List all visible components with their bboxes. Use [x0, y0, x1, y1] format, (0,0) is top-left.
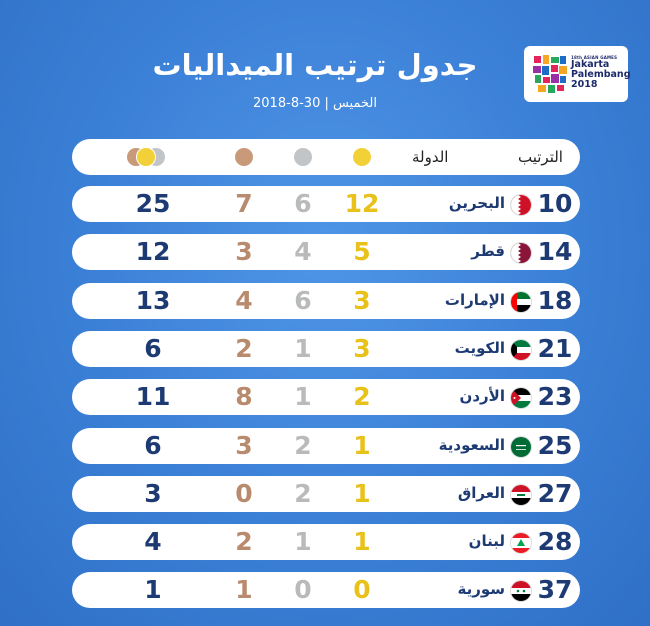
gold-count: 3: [353, 333, 371, 363]
gold-count: 3: [353, 285, 371, 315]
gold-count: 1: [353, 430, 371, 460]
bronze-medal-icon: [235, 148, 253, 166]
qatar-flag-icon: [510, 242, 532, 265]
gold-count: 1: [353, 527, 371, 557]
gold-count: 12: [344, 189, 380, 218]
country-name: قطر: [471, 242, 505, 261]
table-row: 23 الأردن 2 1 8 11: [72, 379, 580, 416]
rank-value: 25: [537, 430, 573, 460]
country-name: السعودية: [438, 435, 505, 454]
silver-count: 1: [294, 382, 312, 412]
rank-value: 27: [537, 478, 573, 508]
table-row: 37 سورية 0 0 1 1: [72, 572, 580, 609]
logo-line-2: Palembang: [571, 69, 631, 80]
country-name: الكويت: [454, 338, 505, 357]
kuwait-flag-icon: [510, 338, 532, 361]
bronze-count: 8: [235, 382, 253, 412]
silver-count: 1: [294, 527, 312, 557]
table-row: 21 الكويت 3 1 2 6: [72, 330, 580, 367]
logo-text: 18th ASIAN GAMES Jakarta Palembang 2018: [571, 55, 631, 90]
silver-count: 6: [294, 189, 312, 218]
bronze-count: 0: [235, 478, 253, 508]
rank-value: 37: [537, 575, 573, 605]
syria-flag-icon: [510, 580, 532, 603]
logo-line-1: Jakarta: [571, 59, 610, 70]
silver-medal-icon: [294, 148, 312, 166]
total-medals-icon: [127, 148, 177, 166]
total-count: 1: [144, 575, 162, 605]
asian-games-logo: 18th ASIAN GAMES Jakarta Palembang 2018: [524, 46, 631, 102]
bronze-count: 7: [235, 189, 253, 218]
country-name: الإمارات: [444, 290, 505, 309]
total-count: 12: [135, 237, 171, 267]
total-count: 11: [135, 382, 171, 412]
table-row: 10 البحرين 12 6 7 25: [72, 186, 580, 222]
bahrain-flag-icon: [510, 194, 532, 216]
rank-value: 21: [537, 333, 573, 363]
asian-games-emblem-icon: [533, 55, 567, 93]
silver-count: 2: [294, 478, 312, 508]
country-name: الأردن: [459, 387, 505, 406]
uae-flag-icon: [510, 290, 532, 313]
bronze-count: 2: [235, 527, 253, 557]
silver-count: 0: [294, 575, 312, 605]
total-count: 25: [135, 189, 171, 218]
total-count: 6: [144, 430, 162, 460]
gold-count: 2: [353, 382, 371, 412]
bronze-count: 1: [235, 575, 253, 605]
rank-column-header: الترتيب: [518, 148, 563, 166]
bronze-count: 3: [235, 237, 253, 267]
country-name: لبنان: [468, 532, 505, 551]
gold-count: 1: [353, 478, 371, 508]
jordan-flag-icon: [510, 387, 532, 410]
saudi-flag-icon: [510, 435, 532, 458]
country-name: البحرين: [448, 194, 505, 212]
silver-count: 4: [294, 237, 312, 267]
bronze-count: 2: [235, 333, 253, 363]
bronze-count: 4: [235, 285, 253, 315]
table-row: 27 العراق 1 2 0 3: [72, 475, 580, 512]
table-row: 18 الإمارات 3 6 4 13: [72, 282, 580, 319]
logo-edition: 18th ASIAN GAMES: [571, 55, 618, 60]
page-subtitle: الخميس | 30-8-2018: [253, 96, 377, 111]
gold-count: 5: [353, 237, 371, 267]
table-header: الترتيب الدولة: [72, 139, 580, 175]
lebanon-flag-icon: [510, 532, 532, 555]
gold-count: 0: [353, 575, 371, 605]
total-count: 13: [135, 285, 171, 315]
table-row: 14 قطر 5 4 3 12: [72, 234, 580, 271]
country-name: سورية: [457, 580, 505, 599]
total-count: 6: [144, 333, 162, 363]
silver-count: 1: [294, 333, 312, 363]
table-row: 28 لبنان 1 1 2 4: [72, 524, 580, 561]
country-column-header: الدولة: [412, 148, 449, 166]
rank-value: 28: [537, 527, 573, 557]
bronze-count: 3: [235, 430, 253, 460]
iraq-flag-icon: [510, 483, 532, 506]
rank-value: 10: [537, 189, 573, 218]
rank-value: 14: [537, 237, 573, 267]
logo-line-3: 2018: [571, 79, 598, 90]
table-row: 25 السعودية 1 2 3 6: [72, 427, 580, 464]
total-count: 4: [144, 527, 162, 557]
rank-value: 18: [537, 285, 573, 315]
page-title: جدول ترتيب الميداليات: [152, 48, 478, 82]
rank-value: 23: [537, 382, 573, 412]
silver-count: 6: [294, 285, 312, 315]
silver-count: 2: [294, 430, 312, 460]
gold-medal-icon: [353, 148, 371, 166]
country-name: العراق: [457, 483, 505, 502]
total-count: 3: [144, 478, 162, 508]
